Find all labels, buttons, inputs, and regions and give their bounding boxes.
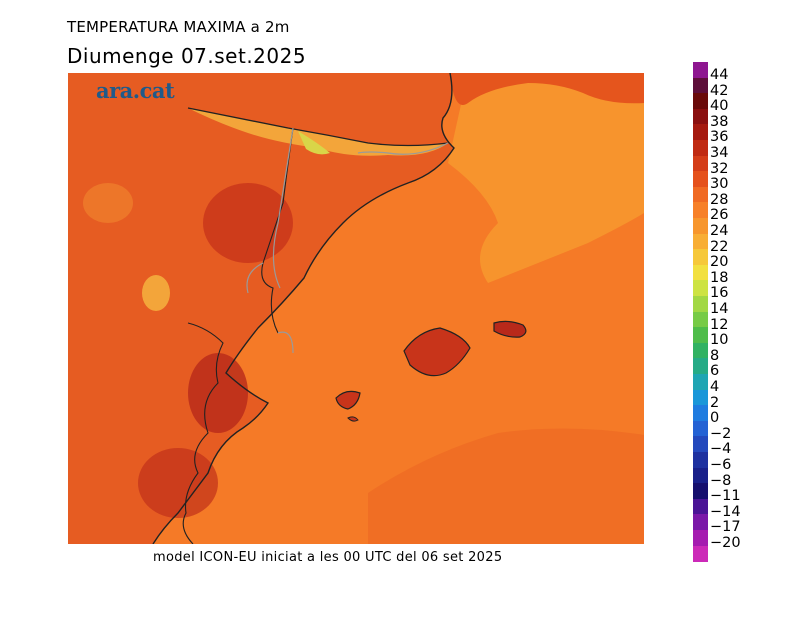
legend-label: 26	[710, 207, 729, 224]
france-land	[450, 73, 644, 105]
legend-label: 38	[710, 113, 729, 130]
legend-label: −17	[710, 519, 741, 536]
legend-swatch	[693, 264, 708, 281]
legend-label: 34	[710, 145, 729, 161]
menorca	[493, 320, 527, 338]
legend-label: 6	[710, 363, 720, 380]
legend-swatch	[693, 389, 708, 406]
legend-label: 18	[710, 269, 729, 286]
south-hot-zone	[138, 448, 218, 518]
legend-swatch	[693, 233, 708, 250]
legend-label: −11	[710, 488, 741, 505]
model-footer: model ICON-EU iniciat a les 00 UTC del 0…	[153, 550, 503, 565]
legend-swatch	[693, 467, 708, 484]
legend-swatch	[693, 108, 708, 125]
legend-swatch	[693, 530, 708, 547]
valencia-border	[182, 322, 224, 544]
legend-label: 4	[710, 379, 720, 395]
legend-swatch	[693, 280, 708, 297]
sea-warm-zone	[368, 428, 644, 544]
legend-swatch	[693, 171, 708, 188]
legend-label: 0	[710, 410, 720, 427]
formentera	[347, 416, 359, 422]
temperature-map	[68, 73, 644, 544]
legend-label: 36	[710, 129, 729, 146]
chart-title: TEMPERATURA MAXIMA a 2m	[67, 18, 290, 36]
legend-label: 32	[710, 160, 729, 177]
forecast-date: Diumenge 07.set.2025	[67, 44, 307, 68]
legend-swatch	[693, 140, 708, 157]
legend-label: 42	[710, 82, 729, 99]
legend-swatch	[693, 296, 708, 313]
legend-swatch	[693, 420, 708, 437]
legend-swatch	[693, 93, 708, 110]
france-spain-border	[187, 107, 449, 147]
legend-label: 16	[710, 285, 729, 302]
legend-label: 2	[710, 394, 720, 411]
legend-label: 40	[710, 98, 729, 115]
legend-label: 20	[710, 254, 729, 271]
valencia-hot-zone	[188, 353, 248, 433]
legend-label: −6	[710, 457, 732, 473]
eivissa	[335, 390, 361, 410]
mallorca	[403, 327, 471, 377]
ebro-hot-zone	[203, 183, 293, 263]
legend-swatch	[693, 452, 708, 469]
legend-label: 28	[710, 191, 729, 208]
legend-label: −2	[710, 425, 732, 442]
legend-swatch	[693, 77, 708, 94]
legend-swatch	[693, 311, 708, 328]
interior-cool-spot	[83, 183, 133, 223]
legend-swatch	[693, 62, 708, 79]
legend-swatch	[693, 327, 708, 344]
legend-label: 22	[710, 238, 729, 255]
pyrenees-peaks	[298, 131, 330, 155]
legend-swatch	[693, 374, 708, 391]
legend-label: 44	[710, 67, 729, 83]
iberian-land	[68, 73, 454, 544]
coastline	[152, 73, 455, 544]
legend-label: 30	[710, 176, 729, 193]
legend-swatch	[693, 498, 708, 515]
legend-swatch	[693, 342, 708, 359]
legend-swatch	[693, 218, 708, 235]
legend-label: 8	[710, 347, 720, 364]
iberian-cool-spot	[142, 275, 170, 311]
legend-label: −8	[710, 472, 732, 489]
sea-cool-zone	[448, 73, 644, 283]
legend-label: 10	[710, 332, 729, 349]
legend-label: 14	[710, 301, 729, 317]
legend-swatch	[693, 405, 708, 422]
legend-swatch	[693, 124, 708, 141]
legend-swatch	[693, 514, 708, 531]
legend-label: −20	[710, 535, 741, 551]
legend-label: 12	[710, 316, 729, 333]
legend-swatch	[693, 483, 708, 500]
legend-swatch	[693, 358, 708, 375]
legend-swatch	[693, 249, 708, 266]
legend-label: 24	[710, 223, 729, 239]
legend-label: −4	[710, 441, 732, 458]
legend-swatch	[693, 202, 708, 219]
legend-label: −14	[710, 503, 741, 520]
legend-swatch	[693, 186, 708, 203]
catalonia-border	[261, 127, 294, 334]
legend-swatch	[693, 155, 708, 172]
ara-cat-watermark: ara.cat	[96, 78, 175, 103]
regional-borders	[246, 127, 449, 354]
legend-swatch	[693, 436, 708, 453]
legend-swatch	[693, 545, 708, 562]
